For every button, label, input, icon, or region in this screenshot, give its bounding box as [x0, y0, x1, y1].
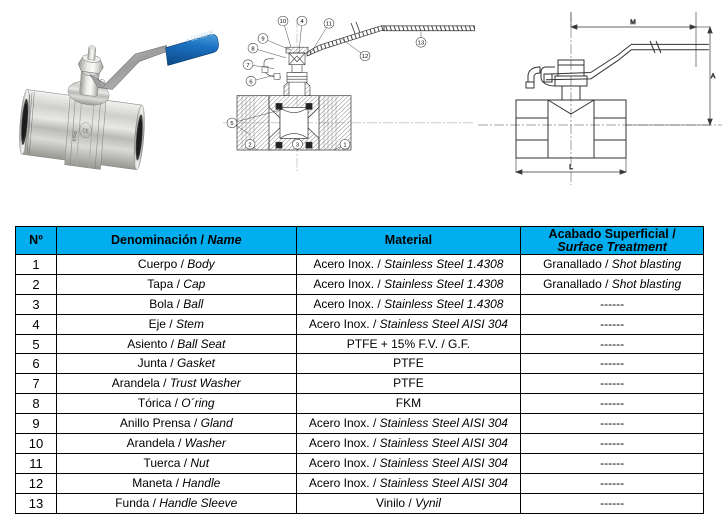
svg-text:6: 6	[249, 79, 252, 85]
svg-text:10: 10	[280, 19, 286, 25]
svg-text:L: L	[569, 164, 573, 171]
svg-text:A: A	[711, 73, 716, 80]
svg-text:7: 7	[246, 63, 249, 69]
svg-text:12: 12	[362, 54, 368, 60]
svg-text:M: M	[630, 19, 635, 26]
svg-text:5: 5	[230, 121, 233, 127]
svg-text:3: 3	[296, 142, 299, 148]
svg-text:13: 13	[418, 41, 424, 47]
svg-text:11: 11	[326, 22, 332, 28]
svg-text:4: 4	[300, 19, 303, 25]
svg-text:9: 9	[261, 37, 264, 43]
svg-text:2: 2	[248, 142, 251, 148]
svg-text:CE: CE	[82, 128, 89, 136]
svg-text:1: 1	[343, 142, 346, 148]
svg-text:8: 8	[251, 46, 254, 52]
